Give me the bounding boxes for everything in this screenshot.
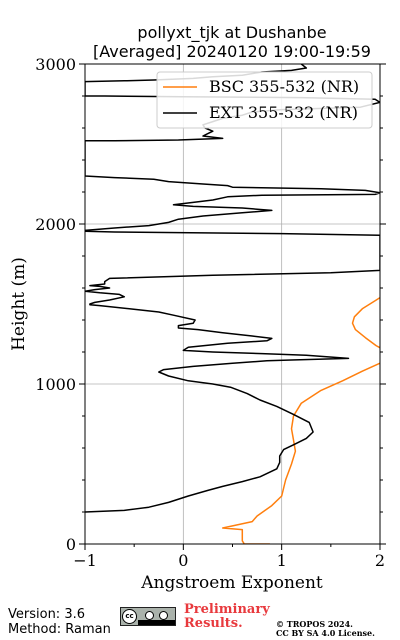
- chart-title: pollyxt_tjk at Dushanbe: [137, 23, 326, 43]
- y-axis-label: Height (m): [9, 257, 29, 351]
- cc-by-sa-badge: cc: [120, 607, 176, 626]
- y-tick-label: 3000: [35, 55, 76, 74]
- legend-entry-label: EXT 355-532 (NR): [209, 103, 358, 122]
- badge-strip: [138, 620, 175, 625]
- angstroem-profile-chart: pollyxt_tjk at Dushanbe [Averaged] 20240…: [9, 23, 386, 593]
- legend-entry-label: BSC 355-532 (NR): [209, 77, 359, 96]
- preliminary-notice: Preliminary Results.: [184, 603, 270, 631]
- sa-icon: [159, 611, 168, 620]
- series-line: [85, 64, 380, 513]
- chart-subtitle: [Averaged] 20240120 19:00-19:59: [93, 42, 371, 61]
- cc-icon: cc: [122, 609, 137, 624]
- copyright-notice: © TROPOS 2024. CC BY SA 4.0 License.: [276, 620, 375, 638]
- plot-frame: [84, 63, 381, 545]
- grid-lines: [84, 63, 381, 545]
- x-tick-label: −1: [73, 551, 97, 570]
- copyright-line-1: © TROPOS 2024.: [276, 619, 353, 629]
- preliminary-line-2: Results.: [184, 616, 243, 631]
- preliminary-line-1: Preliminary: [184, 602, 270, 617]
- x-axis-label: Angstroem Exponent: [140, 573, 323, 593]
- copyright-line-2: CC BY SA 4.0 License.: [276, 628, 375, 638]
- method-text: Method: Raman: [8, 622, 111, 637]
- series-line: [221, 296, 380, 544]
- x-tick-label: 2: [375, 551, 385, 570]
- legend-box: [156, 71, 373, 129]
- y-tick-label: 2000: [35, 215, 76, 234]
- x-tick-label: 0: [178, 551, 188, 570]
- y-tick-label: 0: [66, 535, 76, 554]
- version-text: Version: 3.6: [8, 607, 85, 622]
- x-tick-label: 1: [277, 551, 287, 570]
- by-icon: [145, 611, 154, 620]
- legend: BSC 355-532 (NR) EXT 355-532 (NR): [156, 71, 373, 129]
- y-tick-label: 1000: [35, 375, 76, 394]
- series-layer: [85, 64, 380, 544]
